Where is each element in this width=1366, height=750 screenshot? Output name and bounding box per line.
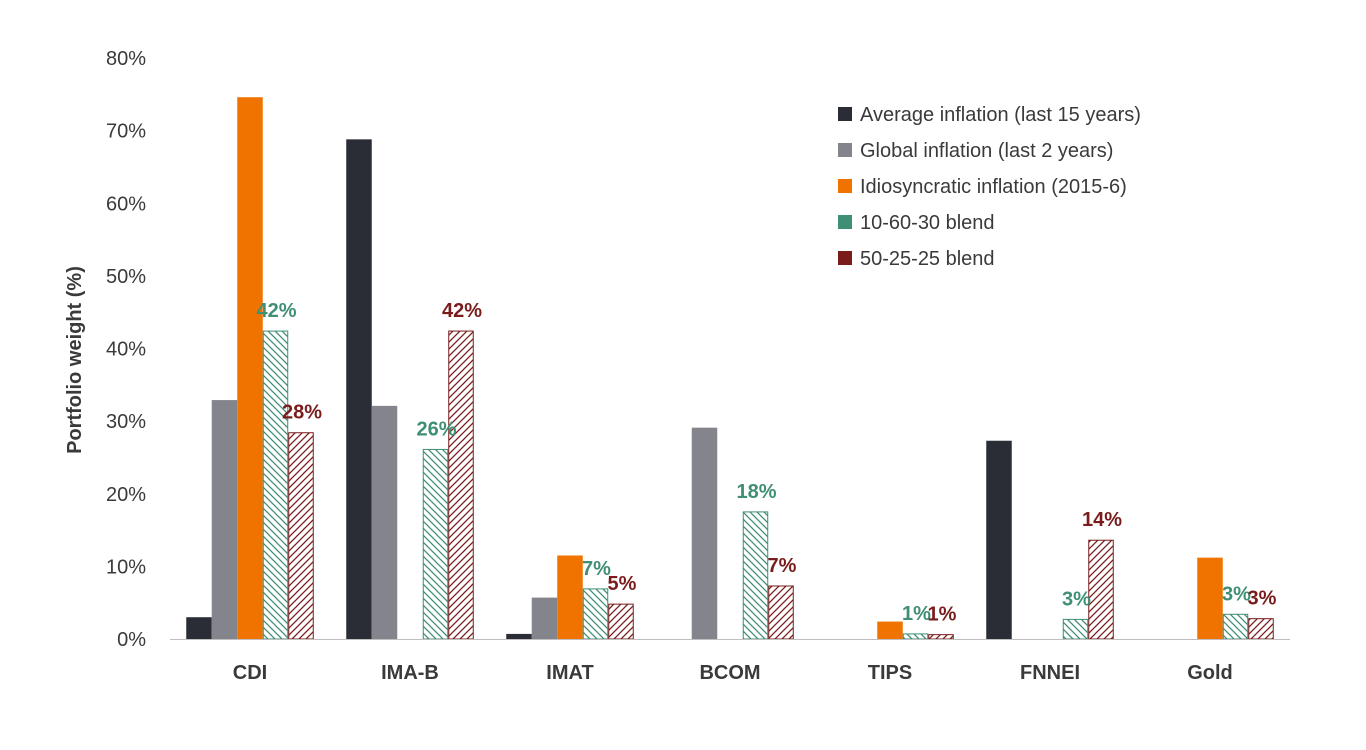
data-label: 28% [282, 402, 322, 424]
data-label: 3% [1222, 583, 1251, 605]
data-label: 42% [442, 300, 482, 322]
data-label: 3% [1062, 588, 1091, 610]
legend-swatch [838, 215, 852, 229]
bar-cdi-series-1 [211, 400, 238, 639]
bar-tips-series-4 [928, 634, 954, 640]
bar-cdi-series-2 [237, 97, 263, 639]
bar-cdi-series-4 [288, 432, 314, 640]
data-label: 7% [582, 558, 611, 580]
data-label: 26% [416, 418, 456, 440]
data-label: 3% [1248, 588, 1277, 610]
y-tick-label: 30% [106, 411, 146, 433]
bar-tips-series-3 [902, 633, 929, 640]
data-labels: 42%28%26%42%7%5%18%7%1%1%3%14%3%3% [256, 300, 1276, 626]
y-tick-label: 70% [106, 121, 146, 143]
bar-imat-series-2 [557, 555, 583, 639]
y-tick-label: 40% [106, 339, 146, 361]
x-axis-categories: CDI IMA-B IMAT BCOM TIPS FNNEI Gold [233, 662, 1233, 684]
bar-bcom-series-1 [691, 427, 718, 639]
bar-cdi-series-3 [262, 330, 289, 640]
legend: Average inflation (last 15 years) Global … [838, 104, 1141, 270]
data-label: 5% [608, 573, 637, 595]
legend-swatch [838, 251, 852, 265]
x-category-label: CDI [233, 662, 267, 684]
data-label: 42% [256, 300, 296, 322]
bar-gold-series-3 [1222, 613, 1249, 640]
x-category-label: FNNEI [1020, 662, 1080, 684]
x-category-label: IMA-B [381, 662, 439, 684]
bar-fnnei-series-0 [986, 440, 1012, 639]
bar-ima-b-series-1 [371, 405, 398, 639]
y-axis-label: Portfolio weight (%) [64, 266, 86, 454]
x-category-label: Gold [1187, 662, 1233, 684]
legend-swatch [838, 143, 852, 157]
y-tick-label: 0% [117, 629, 146, 651]
bar-imat-series-3 [582, 588, 609, 640]
bar-imat-series-4 [608, 603, 634, 640]
legend-swatch [838, 107, 852, 121]
bar-tips-series-2 [877, 621, 903, 639]
x-category-label: TIPS [868, 662, 912, 684]
bar-imat-series-0 [506, 633, 532, 639]
bar-gold-series-2 [1197, 557, 1223, 639]
y-tick-label: 10% [106, 556, 146, 578]
bar-imat-series-1 [531, 597, 558, 639]
bar-fnnei-series-3 [1062, 618, 1089, 640]
legend-label: 50-25-25 blend [860, 248, 995, 270]
data-label: 14% [1082, 509, 1122, 531]
y-axis-ticks: 0% 10% 20% 30% 40% 50% 60% 70% 80% [106, 48, 146, 651]
data-label: 1% [928, 604, 957, 626]
y-tick-label: 50% [106, 266, 146, 288]
bar-ima-b-series-0 [346, 139, 372, 639]
data-label: 7% [768, 555, 797, 577]
x-category-label: IMAT [546, 662, 593, 684]
bar-gold-series-4 [1248, 618, 1274, 640]
bar-cdi-series-0 [186, 617, 212, 639]
bar-ima-b-series-4 [448, 330, 474, 640]
legend-swatch [838, 179, 852, 193]
bar-ima-b-series-3 [422, 448, 449, 640]
y-tick-label: 80% [106, 48, 146, 70]
y-tick-label: 20% [106, 484, 146, 506]
bars [186, 97, 1274, 640]
bar-bcom-series-3 [742, 511, 769, 640]
data-label: 18% [736, 481, 776, 503]
legend-label: Average inflation (last 15 years) [860, 104, 1141, 126]
y-tick-label: 60% [106, 193, 146, 215]
bar-fnnei-series-4 [1088, 539, 1114, 640]
x-category-label: BCOM [699, 662, 760, 684]
data-label: 1% [902, 603, 931, 625]
legend-label: Idiosyncratic inflation (2015-6) [860, 176, 1127, 198]
legend-label: Global inflation (last 2 years) [860, 140, 1113, 162]
legend-label: 10-60-30 blend [860, 212, 995, 234]
bar-bcom-series-4 [768, 585, 794, 640]
